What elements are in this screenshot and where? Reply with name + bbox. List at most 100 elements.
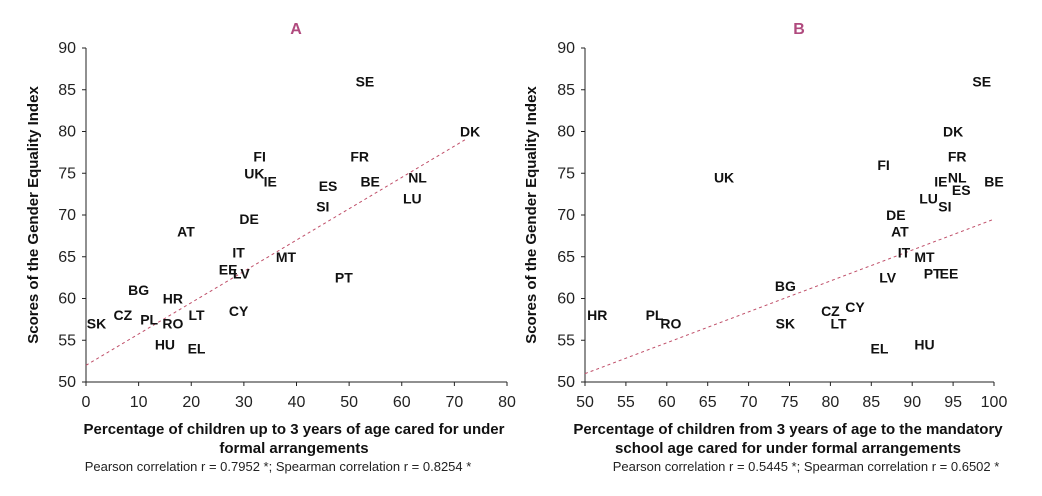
data-point-mt: MT [276,249,297,265]
data-point-mt: MT [914,249,935,265]
data-point-ie: IE [934,174,947,190]
data-point-sk: SK [776,316,795,332]
correlation-note: Pearson correlation r = 0.5445 *; Spearm… [613,459,1000,474]
trendline [85,139,466,366]
x-axis-label-line-1: Percentage of children from 3 years of a… [573,421,1003,438]
data-point-at: AT [891,224,909,240]
data-point-bg: BG [128,282,149,298]
y-tick-label: 80 [557,124,575,141]
data-point-it: IT [232,245,245,261]
data-point-el: EL [871,341,889,357]
data-point-ee: EE [940,265,959,281]
data-point-dk: DK [460,124,480,140]
x-tick-label: 20 [182,394,200,411]
y-tick-label: 90 [557,40,575,57]
x-axis-label-line-1: Percentage of children up to 3 years of … [84,421,505,438]
data-point-dk: DK [943,124,963,140]
data-point-se: SE [972,73,991,89]
x-tick-label: 75 [781,394,799,411]
data-point-uk: UK [244,165,264,181]
data-point-cy: CY [229,303,249,319]
x-tick-label: 80 [498,394,516,411]
data-point-de: DE [239,211,258,227]
data-point-fi: FI [877,157,889,173]
y-tick-label: 65 [58,249,76,266]
data-point-de: DE [886,207,905,223]
x-tick-label: 60 [658,394,676,411]
y-tick-label: 60 [58,291,76,308]
data-point-si: SI [938,199,951,215]
trendline [584,218,995,375]
data-point-nl: NL [948,169,967,185]
data-point-hu: HU [914,336,934,352]
data-point-bg: BG [775,278,796,294]
data-point-ro: RO [162,316,183,332]
y-tick-label: 85 [58,82,76,99]
y-tick-label: 70 [58,207,76,224]
data-point-be: BE [360,174,379,190]
x-tick-label: 95 [944,394,962,411]
x-tick-label: 0 [82,394,91,411]
data-point-pl: PL [140,311,158,327]
x-tick-label: 100 [981,394,1008,411]
data-point-fi: FI [253,149,265,165]
data-point-at: AT [177,224,195,240]
data-point-lu: LU [919,190,938,206]
x-tick-label: 10 [130,394,148,411]
correlation-note: Pearson correlation r = 0.7952 *; Spearm… [85,459,472,474]
chart-a: A 50 55 60 65 70 75 80 85 90 0 10 20 30 40 50 60 70 80 Scor… [25,21,516,474]
data-point-el: EL [188,341,206,357]
x-tick-label: 70 [740,394,758,411]
data-point-pl: PL [646,307,664,323]
x-axis-label-line-2: school age cared for under formal arrang… [615,440,961,457]
data-point-ro: RO [660,316,681,332]
data-point-hr: HR [587,307,607,323]
data-point-cz: CZ [114,307,133,323]
data-point-pt: PT [924,265,942,281]
y-axis-label: Scores of the Gender Equality Index [25,86,42,344]
y-axis-label: Scores of the Gender Equality Index [523,86,540,344]
x-tick-label: 85 [862,394,880,411]
y-tick-label: 55 [557,332,575,349]
data-point-uk: UK [714,169,734,185]
y-tick-label: 55 [58,332,76,349]
x-tick-label: 70 [445,394,463,411]
data-point-sk: SK [87,316,106,332]
data-point-lu: LU [403,190,422,206]
data-point-fr: FR [350,149,369,165]
data-point-hu: HU [155,336,175,352]
data-point-se: SE [356,73,375,89]
x-tick-label: 30 [235,394,253,411]
x-tick-label: 60 [393,394,411,411]
data-point-es: ES [952,182,971,198]
data-point-lt: LT [831,316,848,332]
y-tick-label: 60 [557,291,575,308]
data-point-lt: LT [188,307,205,323]
data-point-si: SI [316,199,329,215]
chart-b: B 50 55 60 65 70 75 80 85 90 50 55 60 65 70 75 80 85 90 95 1… [523,21,1007,474]
data-point-pt: PT [335,270,353,286]
y-tick-label: 75 [557,165,575,182]
y-tick-label: 80 [58,124,76,141]
data-point-ie: IE [264,174,277,190]
data-point-be: BE [984,174,1003,190]
data-point-cz: CZ [821,303,840,319]
y-tick-label: 85 [557,82,575,99]
x-tick-label: 40 [288,394,306,411]
data-point-lv: LV [879,270,897,286]
y-tick-label: 65 [557,249,575,266]
data-point-ee: EE [219,261,238,277]
x-tick-label: 50 [576,394,594,411]
panel-title: B [793,21,805,38]
x-tick-label: 65 [699,394,717,411]
y-tick-label: 75 [58,165,76,182]
data-point-lv: LV [233,265,251,281]
x-tick-label: 55 [617,394,635,411]
y-tick-label: 70 [557,207,575,224]
data-point-it: IT [898,245,911,261]
data-point-nl: NL [408,169,427,185]
x-tick-label: 90 [903,394,921,411]
y-tick-label: 90 [58,40,76,57]
data-point-hr: HR [163,291,183,307]
